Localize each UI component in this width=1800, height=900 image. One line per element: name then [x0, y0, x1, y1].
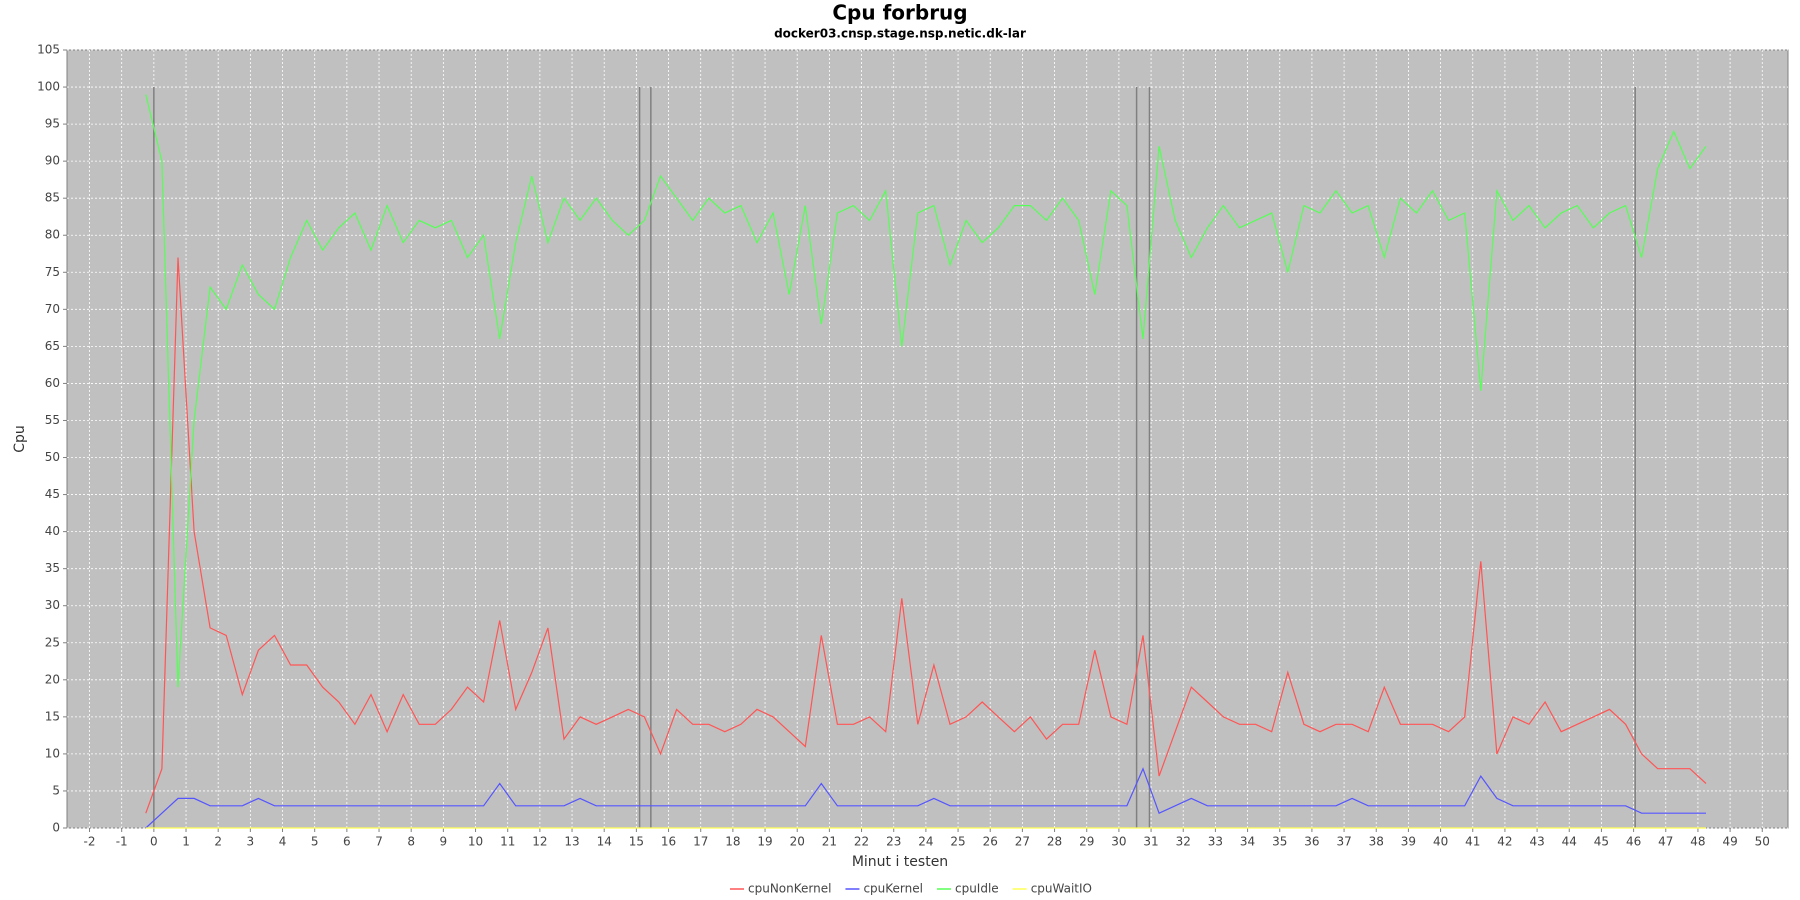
y-tick-label: 80 — [45, 228, 60, 242]
y-tick-label: 70 — [45, 302, 60, 316]
x-tick-label: 28 — [1047, 835, 1062, 849]
y-tick-label: 50 — [45, 450, 60, 464]
x-axis-label: Minut i testen — [852, 854, 948, 870]
x-tick-label: 47 — [1658, 835, 1673, 849]
x-tick-label: 30 — [1111, 835, 1126, 849]
x-tick-label: 25 — [950, 835, 965, 849]
x-tick-label: 36 — [1304, 835, 1319, 849]
series-line — [145, 94, 1707, 688]
x-tick-label: 11 — [500, 835, 515, 849]
x-tick-label: 45 — [1594, 835, 1609, 849]
y-tick-label: 15 — [45, 709, 60, 723]
y-tick-label: 45 — [45, 487, 60, 501]
x-tick-label: 48 — [1690, 835, 1705, 849]
x-tick-label: 3 — [247, 835, 255, 849]
legend-label: cpuIdle — [955, 882, 999, 896]
chart-subtitle: docker03.cnsp.stage.nsp.netic.dk-lar — [774, 27, 1026, 41]
x-tick-label: 38 — [1369, 835, 1384, 849]
x-tick-label: 29 — [1079, 835, 1094, 849]
series-line — [145, 257, 1707, 814]
x-tick-label: 2 — [214, 835, 222, 849]
y-tick-label: 85 — [45, 191, 60, 205]
y-tick-label: 90 — [45, 154, 60, 168]
x-tick-label: 1 — [182, 835, 190, 849]
y-tick-label: 60 — [45, 376, 60, 390]
x-tick-label: 34 — [1240, 835, 1255, 849]
y-tick-label: 65 — [45, 339, 60, 353]
x-tick-label: 31 — [1143, 835, 1158, 849]
x-tick-label: 19 — [757, 835, 772, 849]
x-tick-label: 43 — [1529, 835, 1544, 849]
x-tick-label: 27 — [1015, 835, 1030, 849]
y-tick-label: 40 — [45, 524, 60, 538]
x-tick-label: 0 — [150, 835, 158, 849]
x-tick-label: 42 — [1497, 835, 1512, 849]
x-tick-label: 49 — [1722, 835, 1737, 849]
y-tick-label: 35 — [45, 561, 60, 575]
x-tick-label: 13 — [564, 835, 579, 849]
x-tick-label: 17 — [693, 835, 708, 849]
y-axis-label: Cpu — [12, 425, 28, 453]
legend-label: cpuNonKernel — [748, 882, 831, 896]
x-tick-label: 14 — [597, 835, 612, 849]
x-tick-label: 46 — [1626, 835, 1641, 849]
y-tick-label: 25 — [45, 635, 60, 649]
x-tick-label: -1 — [116, 835, 128, 849]
x-tick-label: 4 — [279, 835, 287, 849]
x-tick-label: 5 — [311, 835, 319, 849]
x-tick-label: 26 — [983, 835, 998, 849]
series-line — [145, 767, 1706, 829]
x-tick-label: 33 — [1208, 835, 1223, 849]
x-tick-label: -2 — [84, 835, 96, 849]
x-tick-label: 22 — [854, 835, 869, 849]
x-tick-label: 50 — [1755, 835, 1770, 849]
legend-label: cpuWaitIO — [1031, 882, 1092, 896]
x-tick-label: 32 — [1176, 835, 1191, 849]
x-tick-label: 15 — [629, 835, 644, 849]
legend-label: cpuKernel — [863, 882, 923, 896]
x-tick-label: 35 — [1272, 835, 1287, 849]
y-tick-label: 95 — [45, 117, 60, 131]
y-tick-label: 100 — [37, 80, 60, 94]
x-tick-label: 21 — [822, 835, 837, 849]
y-tick-label: 0 — [52, 821, 60, 835]
x-tick-label: 18 — [725, 835, 740, 849]
chart-title: Cpu forbrug — [832, 1, 967, 25]
x-tick-label: 6 — [343, 835, 351, 849]
y-tick-label: 10 — [45, 746, 60, 760]
x-tick-label: 8 — [407, 835, 415, 849]
x-tick-label: 10 — [468, 835, 483, 849]
x-tick-label: 41 — [1465, 835, 1480, 849]
x-tick-label: 23 — [886, 835, 901, 849]
x-tick-label: 12 — [532, 835, 547, 849]
y-tick-label: 30 — [45, 598, 60, 612]
x-tick-label: 37 — [1336, 835, 1351, 849]
x-tick-label: 24 — [918, 835, 933, 849]
y-tick-label: 75 — [45, 265, 60, 279]
y-tick-label: 5 — [52, 783, 60, 797]
x-tick-label: 39 — [1401, 835, 1416, 849]
x-tick-label: 44 — [1562, 835, 1577, 849]
x-tick-label: 20 — [790, 835, 805, 849]
x-tick-label: 16 — [661, 835, 676, 849]
x-tick-label: 9 — [440, 835, 448, 849]
y-tick-label: 20 — [45, 672, 60, 686]
y-tick-label: 105 — [37, 43, 60, 57]
x-tick-label: 40 — [1433, 835, 1448, 849]
y-tick-label: 55 — [45, 413, 60, 427]
plot-area — [66, 49, 1789, 829]
x-tick-label: 7 — [375, 835, 383, 849]
